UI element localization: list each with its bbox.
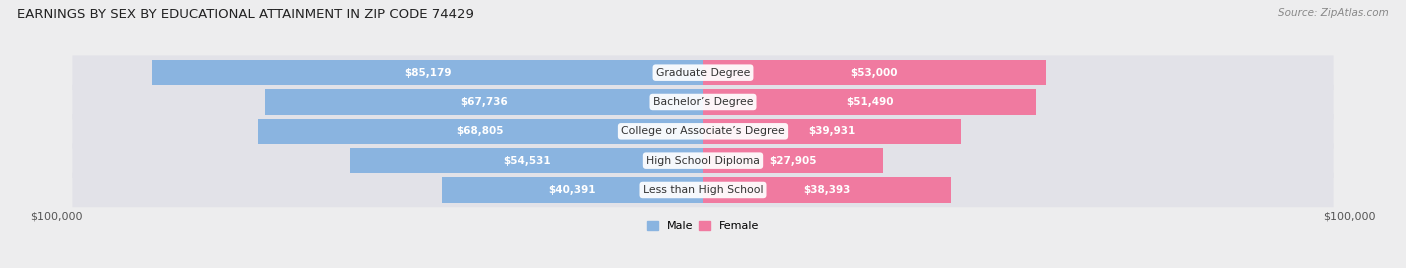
Text: EARNINGS BY SEX BY EDUCATIONAL ATTAINMENT IN ZIP CODE 74429: EARNINGS BY SEX BY EDUCATIONAL ATTAINMEN… <box>17 8 474 21</box>
FancyBboxPatch shape <box>73 85 1333 119</box>
Text: Bachelor’s Degree: Bachelor’s Degree <box>652 97 754 107</box>
Text: High School Diploma: High School Diploma <box>647 156 759 166</box>
Bar <box>350 148 703 173</box>
Text: $67,736: $67,736 <box>460 97 508 107</box>
Text: $53,000: $53,000 <box>851 68 898 78</box>
Text: $40,391: $40,391 <box>548 185 596 195</box>
Text: $85,179: $85,179 <box>404 68 451 78</box>
Text: $54,531: $54,531 <box>503 156 551 166</box>
Text: Less than High School: Less than High School <box>643 185 763 195</box>
Text: $51,490: $51,490 <box>846 97 893 107</box>
Bar <box>703 177 952 203</box>
Bar <box>703 119 962 144</box>
Bar <box>152 60 703 85</box>
Bar <box>257 119 703 144</box>
Text: $39,931: $39,931 <box>808 126 856 136</box>
FancyBboxPatch shape <box>73 55 1333 90</box>
Text: Source: ZipAtlas.com: Source: ZipAtlas.com <box>1278 8 1389 18</box>
FancyBboxPatch shape <box>73 143 1333 178</box>
Text: $38,393: $38,393 <box>803 185 851 195</box>
FancyBboxPatch shape <box>73 114 1333 148</box>
Bar <box>703 148 883 173</box>
Text: Graduate Degree: Graduate Degree <box>655 68 751 78</box>
Text: College or Associate’s Degree: College or Associate’s Degree <box>621 126 785 136</box>
FancyBboxPatch shape <box>73 173 1333 207</box>
Bar <box>703 60 1046 85</box>
Bar <box>264 89 703 115</box>
Text: $27,905: $27,905 <box>769 156 817 166</box>
Text: $68,805: $68,805 <box>457 126 505 136</box>
Bar <box>441 177 703 203</box>
Legend: Male, Female: Male, Female <box>647 221 759 232</box>
Bar <box>703 89 1036 115</box>
